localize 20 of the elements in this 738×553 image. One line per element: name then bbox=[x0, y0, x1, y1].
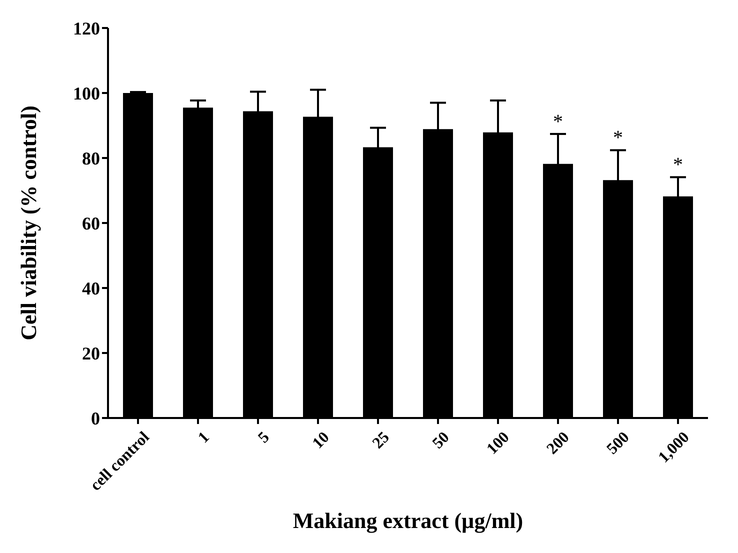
annotation: * bbox=[673, 154, 683, 176]
y-tick-label: 100 bbox=[73, 83, 100, 104]
y-tick-label: 80 bbox=[82, 148, 100, 168]
x-axis-title: Makiang extract (µg/ml) bbox=[292, 508, 524, 533]
annotation: * bbox=[613, 127, 623, 150]
y-tick-label: 60 bbox=[82, 213, 100, 234]
y-axis-title: Cell viability (% control) bbox=[16, 106, 41, 340]
y-tick-label: 0 bbox=[91, 408, 100, 428]
y-tick-label: 40 bbox=[82, 278, 100, 298]
x-tick-label: 1 bbox=[195, 428, 213, 447]
x-tick-label: 10 bbox=[310, 428, 333, 452]
x-tick-label: 200 bbox=[544, 428, 573, 458]
x-tick-label: 100 bbox=[484, 428, 513, 458]
x-tick-label: 5 bbox=[255, 428, 273, 447]
y-tick-label: 120 bbox=[73, 18, 100, 38]
y-tick-label: 20 bbox=[82, 343, 100, 364]
x-tick-label: 500 bbox=[604, 428, 633, 458]
x-tick-label: 50 bbox=[430, 428, 453, 452]
annotation: * bbox=[553, 110, 563, 133]
x-tick-label: 25 bbox=[370, 428, 393, 452]
